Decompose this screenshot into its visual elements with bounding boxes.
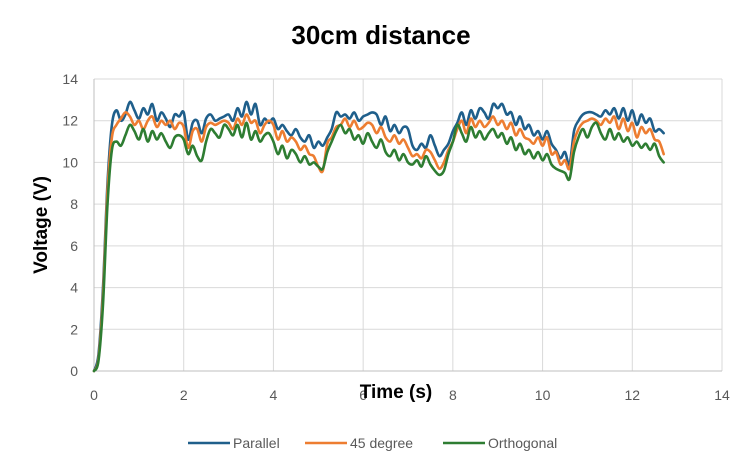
x-tick-label: 2: [180, 387, 188, 403]
gridlines: [94, 78, 723, 371]
x-tick-label: 8: [449, 387, 457, 403]
tick-labels: 0 2 4 6 8 10 12 14 0 2 4 6 8 10 12 14: [62, 71, 730, 403]
axes: [93, 79, 722, 372]
legend-label-45-degree: 45 degree: [350, 435, 413, 451]
legend: Parallel 45 degree Orthogonal: [188, 435, 557, 451]
y-tick-label: 8: [70, 196, 78, 212]
y-tick-label: 4: [70, 280, 78, 296]
x-tick-label: 12: [624, 387, 640, 403]
series-lines: [92, 100, 665, 373]
series-line-orthogonal: [92, 121, 665, 373]
x-tick-label: 0: [90, 387, 98, 403]
y-tick-label: 2: [70, 321, 78, 337]
x-tick-label: 6: [359, 387, 367, 403]
series-line-45-degree: [92, 111, 665, 373]
y-axis-title: Voltage (V): [31, 176, 52, 274]
series-line-parallel: [92, 100, 665, 373]
x-tick-label: 4: [270, 387, 278, 403]
y-tick-label: 12: [62, 113, 78, 129]
legend-label-orthogonal: Orthogonal: [488, 435, 557, 451]
y-tick-label: 6: [70, 238, 78, 254]
x-tick-label: 10: [535, 387, 551, 403]
y-tick-label: 14: [62, 71, 78, 87]
y-tick-label: 10: [62, 154, 78, 170]
chart-title: 30cm distance: [291, 20, 470, 50]
x-tick-label: 14: [714, 387, 730, 403]
y-tick-label: 0: [70, 363, 78, 379]
x-axis-title: Time (s): [360, 382, 433, 403]
legend-label-parallel: Parallel: [233, 435, 280, 451]
